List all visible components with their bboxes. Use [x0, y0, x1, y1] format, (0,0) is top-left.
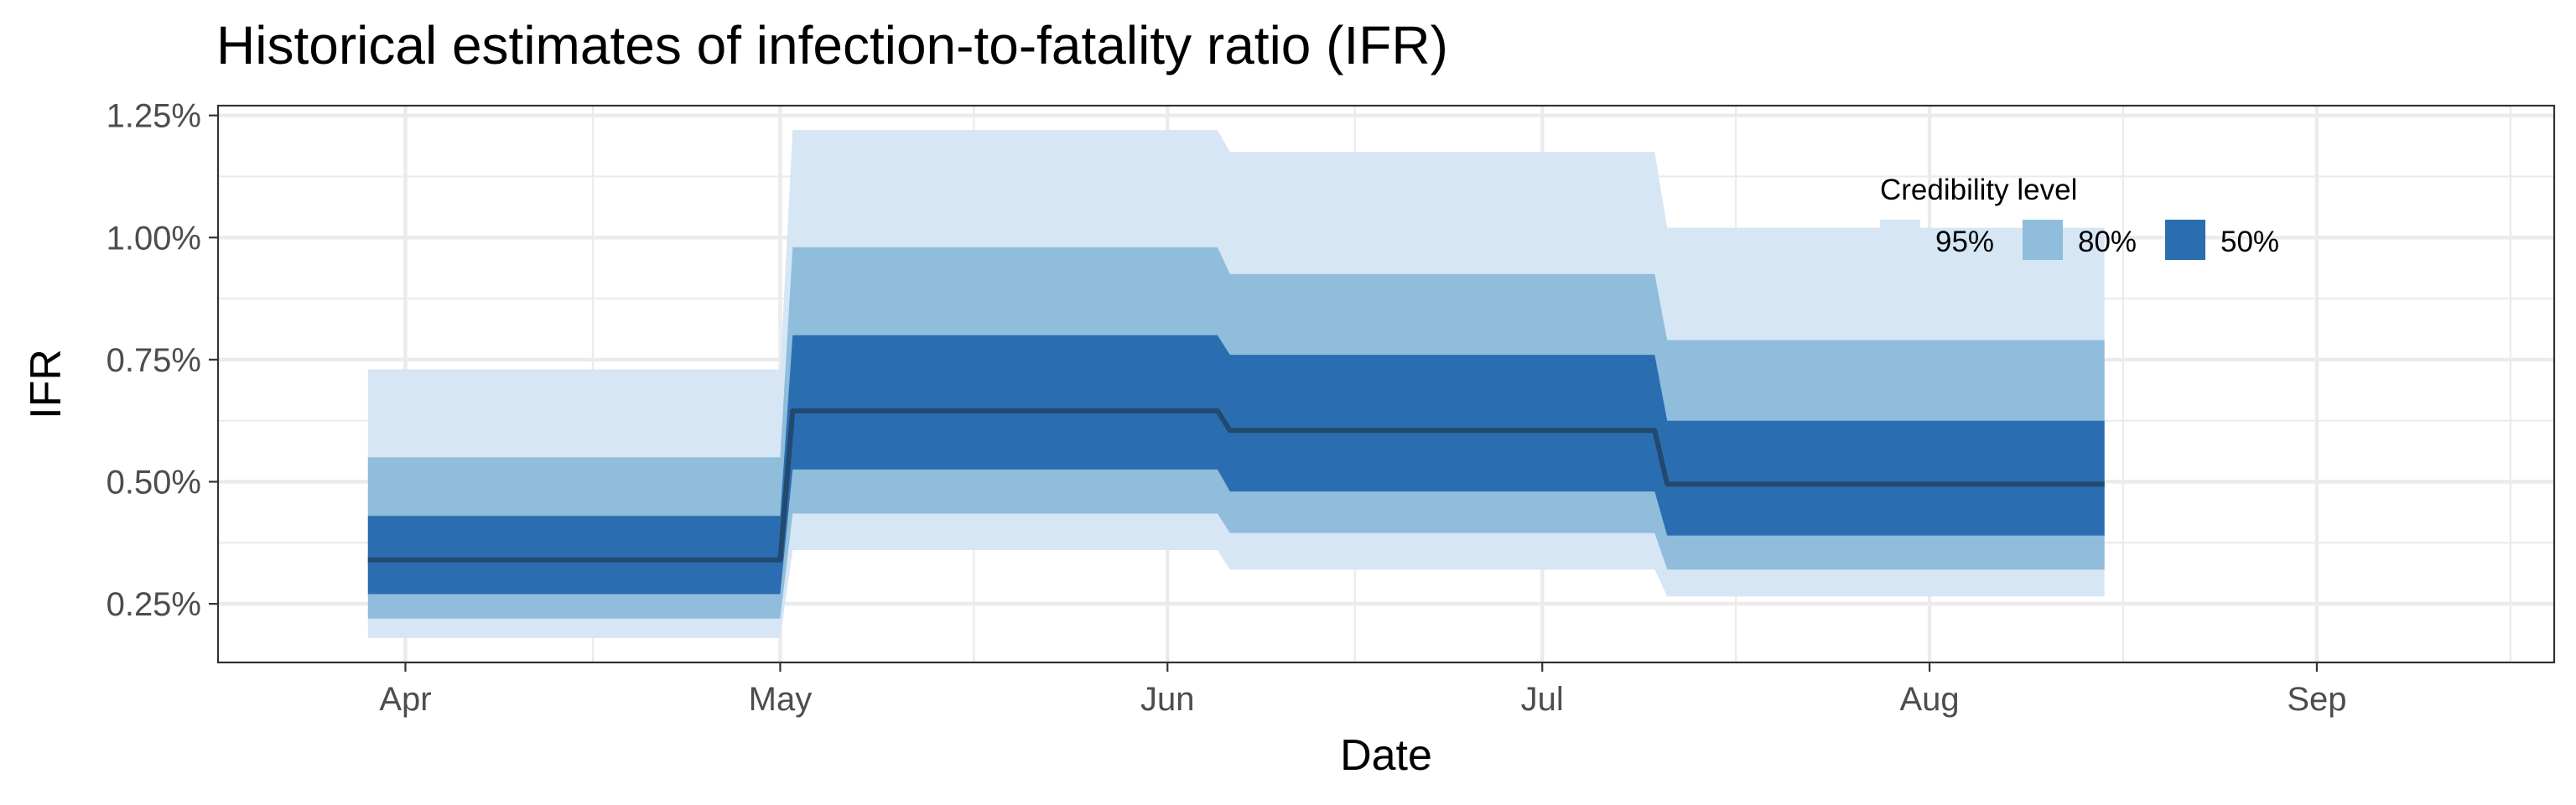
y-axis: 0.25% 0.50% 0.75% 1.00% 1.25% — [106, 98, 218, 623]
x-tick-label: Aug — [1899, 681, 1959, 718]
y-tick-label: 0.50% — [106, 464, 201, 501]
x-tick-label: Jun — [1140, 681, 1195, 718]
plot-panel — [216, 104, 2556, 664]
legend-title: Credibility level — [1880, 174, 2077, 206]
legend-label-80: 80% — [2078, 226, 2137, 258]
median-ifr-line — [367, 408, 2105, 563]
legend-key-50 — [2165, 220, 2205, 260]
y-axis-title: IFR — [22, 349, 70, 419]
x-axis-title: Date — [1340, 731, 1432, 780]
chart-title: Historical estimates of infection-to-fat… — [216, 15, 1448, 75]
x-tick-label: Sep — [2287, 681, 2346, 718]
y-tick-label: 1.00% — [106, 220, 201, 257]
y-tick-label: 0.75% — [106, 342, 201, 379]
x-tick-label: Jul — [1521, 681, 1564, 718]
legend-label-95: 95% — [1935, 226, 1994, 258]
legend-label-50: 50% — [2220, 226, 2279, 258]
x-axis: Apr May Jun Jul Aug Sep — [379, 662, 2347, 718]
legend-key-95 — [1880, 220, 1920, 260]
x-tick-label: May — [749, 681, 813, 718]
credibility-bands — [367, 130, 2105, 638]
legend: Credibility level 95% 80% 50% — [1880, 174, 2279, 260]
y-tick-label: 1.25% — [106, 98, 201, 135]
median-line — [367, 408, 2105, 563]
band-50 — [367, 335, 2105, 595]
panel-border — [216, 104, 2556, 664]
x-tick-label: Apr — [379, 681, 431, 718]
y-tick-label: 0.25% — [106, 586, 201, 623]
legend-key-80 — [2023, 220, 2063, 260]
